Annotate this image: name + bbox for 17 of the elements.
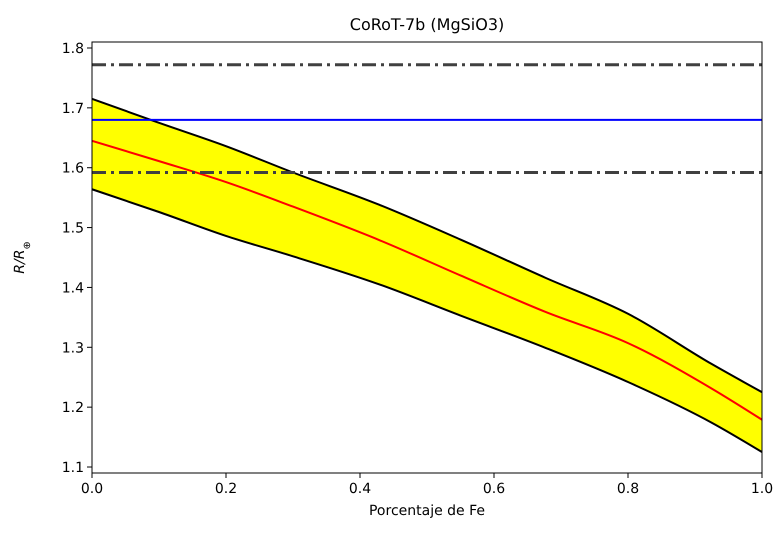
x-tick-label: 0.6 (482, 481, 506, 497)
x-tick-label: 0.0 (80, 481, 104, 497)
y-tick-label: 1.6 (62, 160, 84, 177)
y-tick-label: 1.8 (62, 40, 84, 57)
x-tick-label: 0.8 (616, 481, 640, 497)
y-tick-label: 1.1 (62, 460, 84, 476)
x-tick-label: 1.0 (750, 481, 774, 497)
line-series (92, 140, 762, 421)
y-tick-label: 1.5 (62, 220, 84, 237)
x-axis-title: Porcentaje de Fe (368, 503, 486, 519)
x-tick-label: 0.4 (348, 481, 372, 497)
x-tick-label: 0.2 (214, 481, 238, 497)
chart-title: CoRoT-7b (MgSiO3) (350, 15, 504, 34)
y-tick-label: 1.7 (62, 100, 84, 117)
y-tick-label: 1.4 (62, 280, 84, 296)
y-tick-label: 1.3 (62, 340, 84, 356)
y-tick-label: 1.2 (62, 400, 84, 416)
